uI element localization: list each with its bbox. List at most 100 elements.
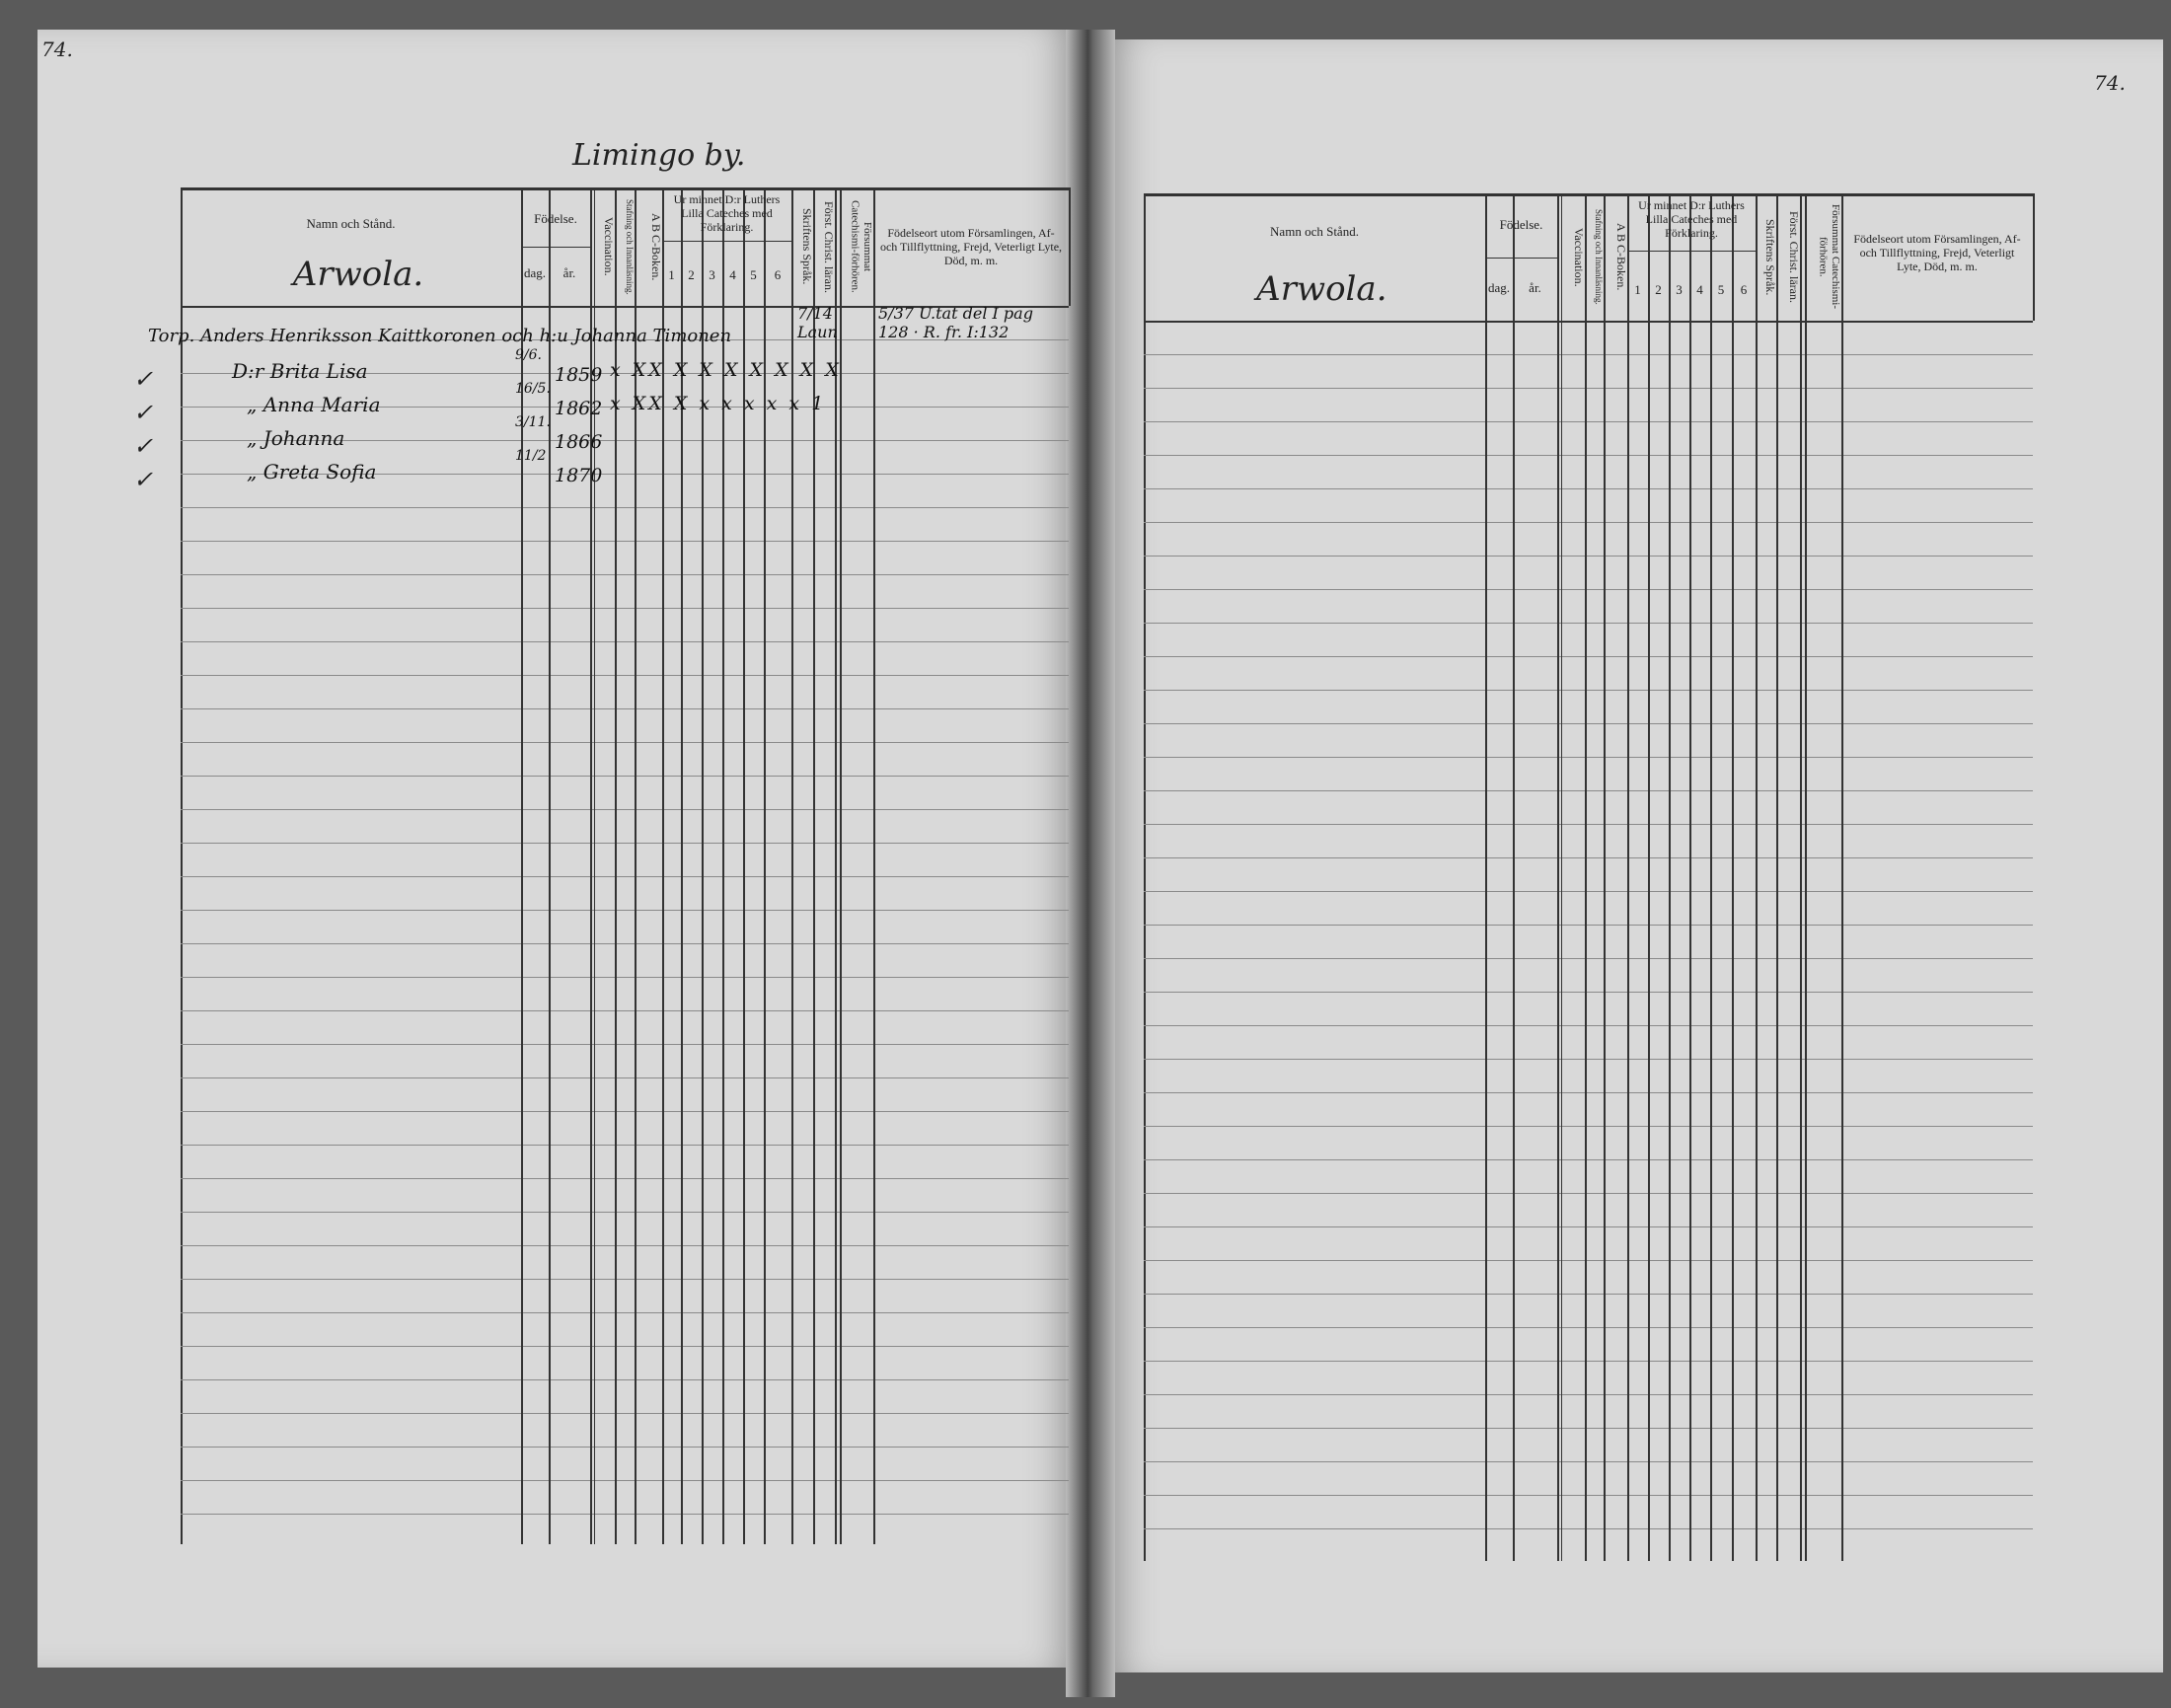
ruled-line [1144,1260,2033,1261]
ruled-line [181,440,1069,441]
ruled-line [181,1312,1069,1313]
entry-birth-day: 9/6. [515,347,542,363]
ruled-line [1144,1361,2033,1362]
left-page-number: 74. [41,37,73,61]
ruled-line [1144,1394,2033,1395]
header-name: Namn och Stånd. [1270,224,1359,240]
ruled-line [1144,992,2033,993]
ruled-line [1144,656,2033,657]
ruled-line [181,1145,1069,1146]
entry-birth-day: 3/11. [515,414,551,430]
header-spelling: Stafning och Innanläsning. [1594,209,1604,305]
column-line [681,187,683,1544]
column-line [1561,193,1562,1561]
table-left-border [181,187,183,1544]
ruled-line [1144,1059,2033,1060]
column-line [1557,193,1559,1561]
header-missed: Försummat Catechismi-förhören. [849,200,873,293]
entry-birth-year: 1862 [555,398,603,419]
ruled-line [1144,589,2033,590]
column-line [722,187,724,1544]
header-christ: Först. Christ. läran. [1787,211,1801,303]
ruled-line [1144,354,2033,355]
ruled-line [181,1212,1069,1213]
ruled-line [181,1245,1069,1246]
column-line [764,187,766,1544]
check-mark: ✓ [133,399,154,426]
header-christ: Först. Christ. läran. [822,200,836,293]
ruled-line [1144,1193,2033,1194]
column-line [1732,193,1734,1561]
column-line [1841,193,1843,1561]
header-catechism-col: 5 [1717,282,1725,297]
table-right-border [1069,187,1071,306]
left-page [37,30,1076,1668]
ruled-line [1144,690,2033,691]
book-gutter [1066,30,1115,1697]
ruled-line [1144,857,2033,858]
village-title: Limingo by. [572,138,746,173]
column-line [1627,193,1629,1561]
ruled-line [181,507,1069,508]
ruled-line [1144,1092,2033,1093]
ruled-line [181,977,1069,978]
check-mark: ✓ [133,466,154,493]
ruled-line [1144,421,2033,422]
column-line [521,187,523,1544]
ruled-line [181,1379,1069,1380]
header-abc: A B C-Boken. [649,212,663,281]
header-day: dag. [1487,280,1511,295]
header-notes: Födelseort utom Församlingen, Af- och Ti… [1853,232,2021,273]
ruled-line [1144,388,2033,389]
entry-extra: 7/14 Laun [797,304,838,342]
ruled-line [181,1447,1069,1448]
entry-birth-day: 11/2 [515,448,547,464]
header-catechism-col: 4 [1696,282,1703,297]
entry-birth-year: 1870 [555,465,603,486]
ruled-line [181,1346,1069,1347]
ruled-line [181,943,1069,944]
entry-birth-year: 1866 [555,431,603,453]
entry-marks: x XX X x x x x x 1 [610,393,827,414]
ruled-line [181,1413,1069,1414]
ruled-line [1144,1327,2033,1328]
ruled-line [181,1111,1069,1112]
ruled-line [1144,1025,2033,1026]
header-catechism-col: 3 [709,267,715,282]
entry-birth-year: 1859 [555,364,603,386]
ruled-line [1144,958,2033,959]
entry-name: D:r Brita Lisa [232,359,368,383]
header-catechism-col: 6 [1740,282,1748,297]
entry-birth-day: 16/5. [515,381,551,397]
header-catechism-col: 1 [668,267,675,282]
birth-subheader-line [1485,257,1557,259]
ruled-line [1144,488,2033,489]
column-line [702,187,704,1544]
ruled-line [1144,522,2033,523]
column-line [1776,193,1778,1561]
ruled-line [181,1514,1069,1515]
check-mark: ✓ [133,365,154,393]
right-page-number: 74. [2094,71,2126,95]
header-catechism-col: 2 [688,267,695,282]
header-catechism-col: 2 [1655,282,1662,297]
ruled-line [181,876,1069,877]
ruled-line [181,407,1069,408]
table-top-border [181,187,1069,190]
ruled-line [1144,1226,2033,1227]
column-line [1710,193,1712,1561]
ruled-line [181,1010,1069,1011]
entry-name: „ Greta Sofia [247,460,377,483]
header-spelling: Stafning och Innanläsning. [625,198,635,295]
header-catechism-col: 4 [729,267,736,282]
entry-name: „ Johanna [247,426,345,450]
column-line [873,187,875,1544]
ruled-line [181,1480,1069,1481]
ruled-line [1144,1461,2033,1462]
ruled-line [181,1077,1069,1078]
header-birth: Födelse. [1499,217,1543,232]
ruled-line [181,641,1069,642]
farm-name: Arwola. [292,255,424,294]
catechism-subheader-line [662,241,791,242]
ruled-line [1144,790,2033,791]
